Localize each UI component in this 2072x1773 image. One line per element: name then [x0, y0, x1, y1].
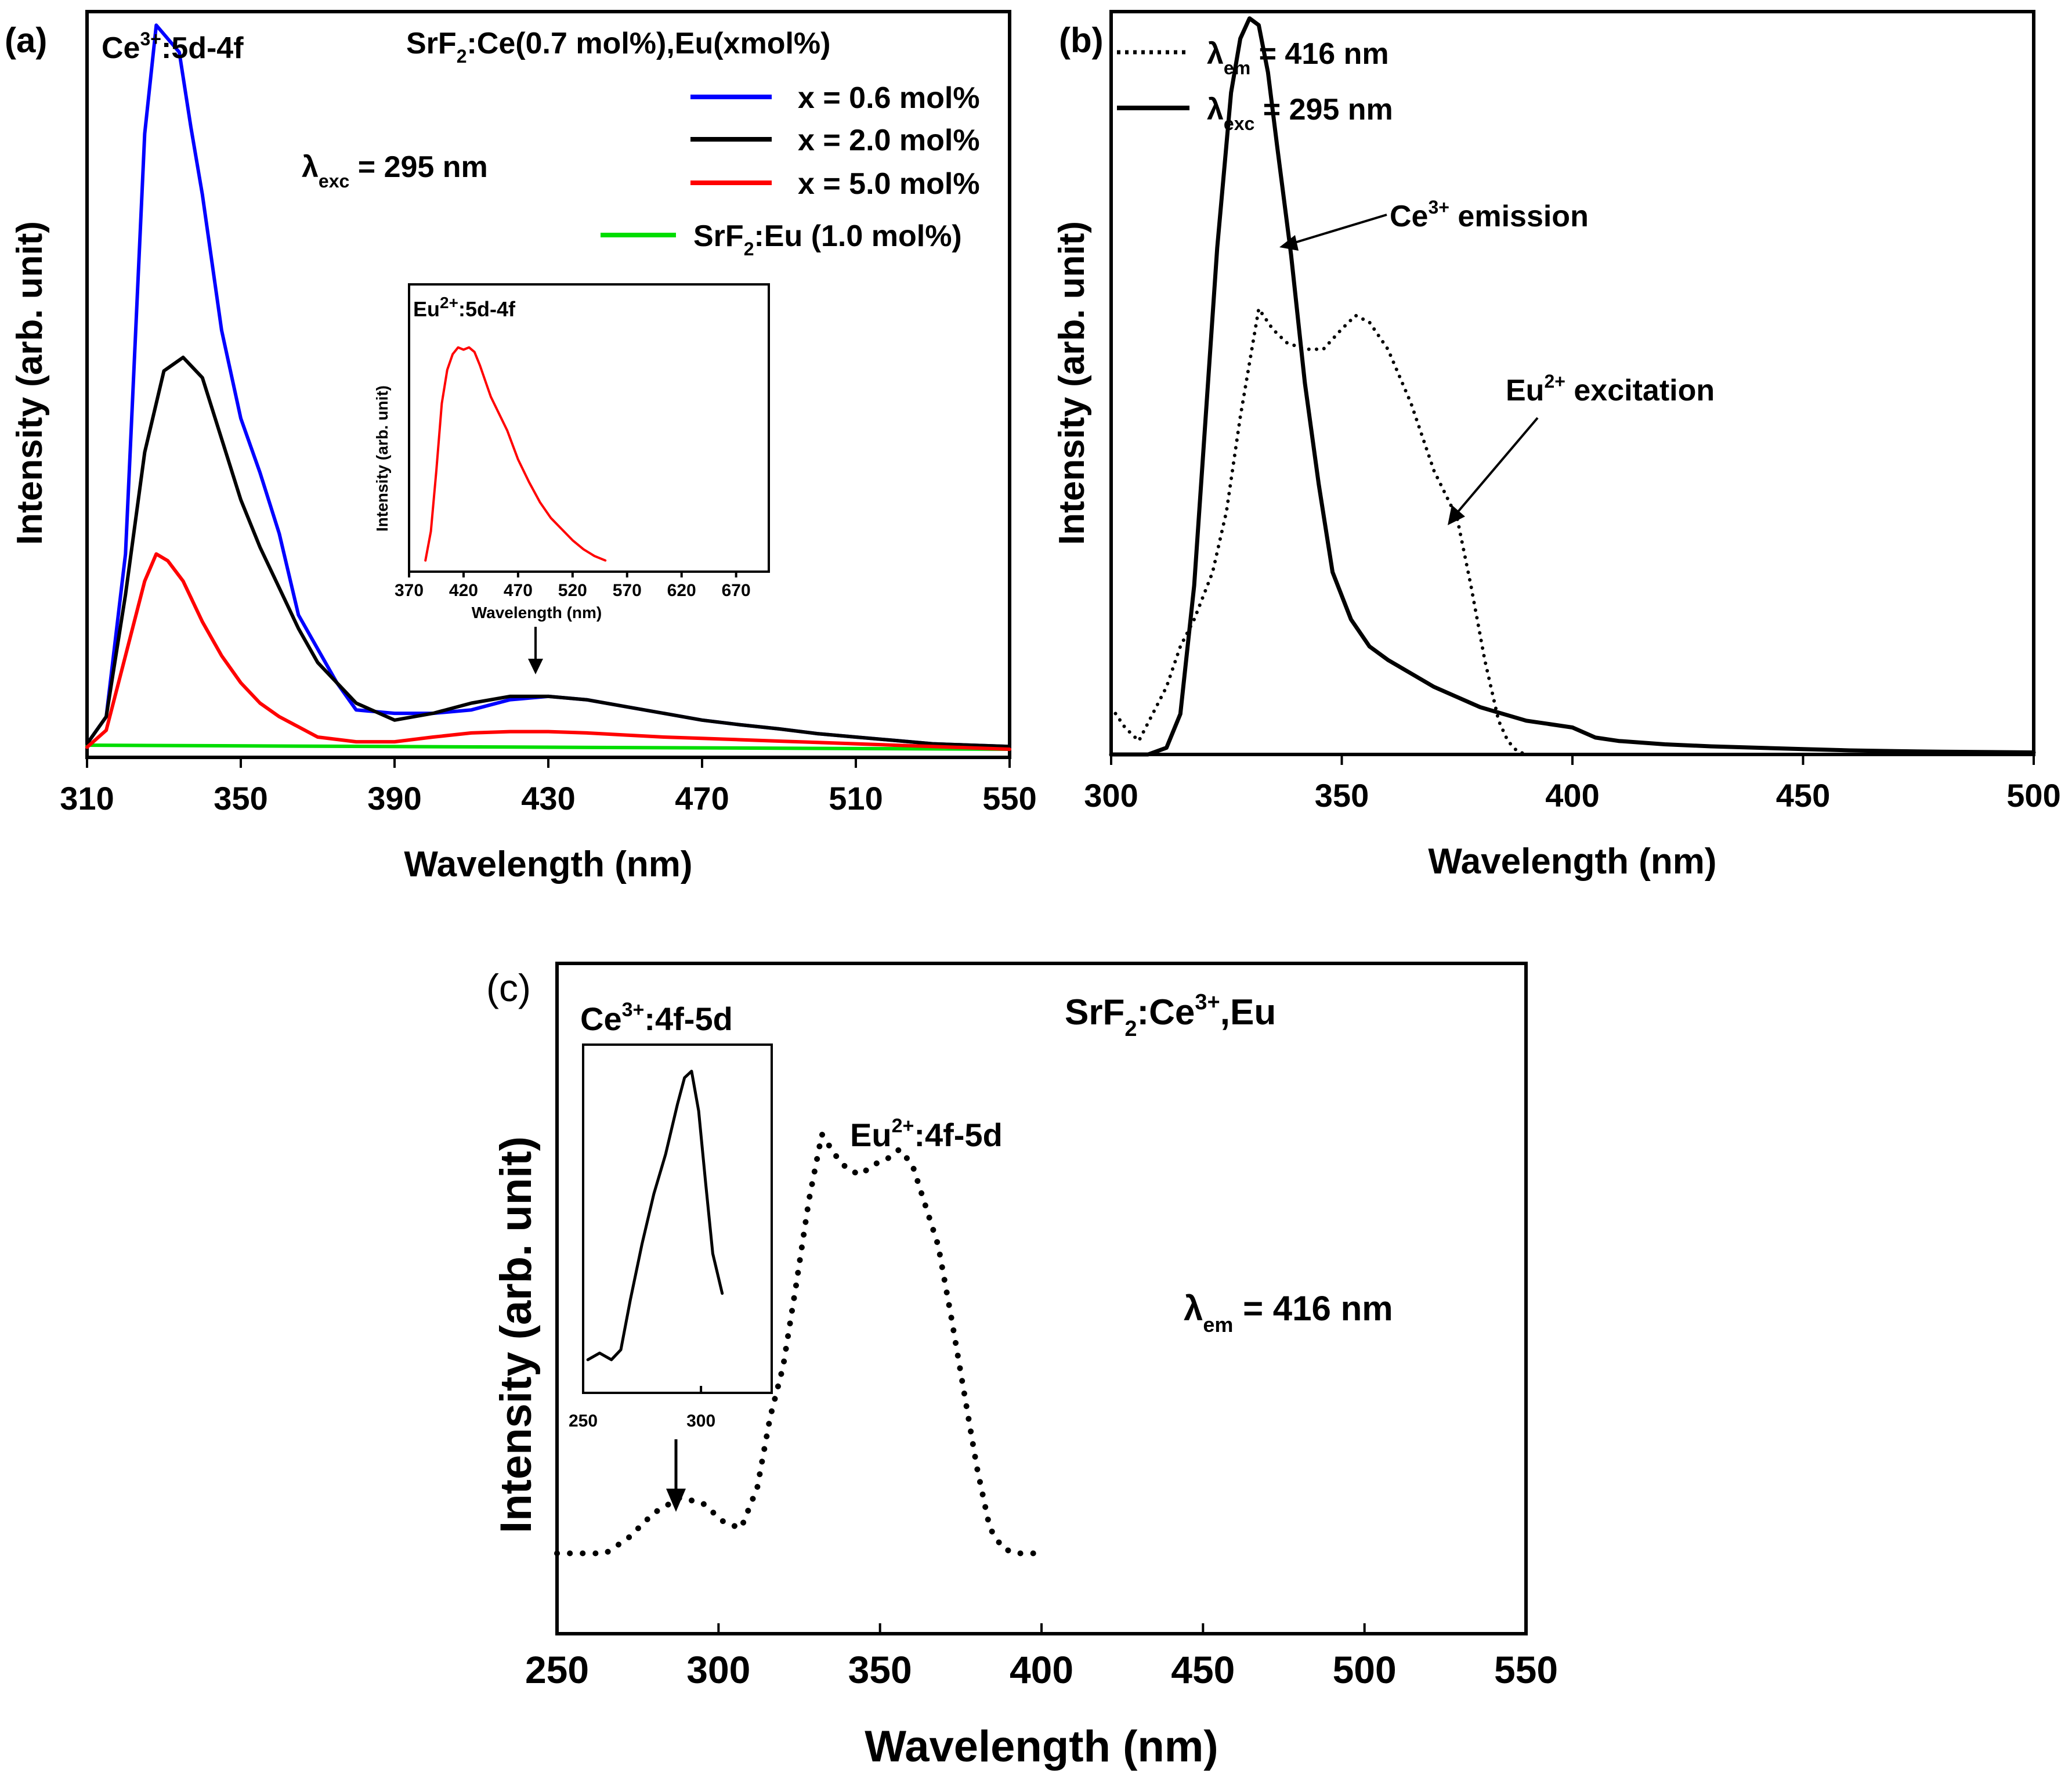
panel-c-inset-x-ticks: 250 300 [569, 1386, 715, 1431]
panel-a-inset-y-axis-title: Intensity (arb. unit) [373, 385, 391, 532]
panel-a-inset-title: Eu2+:5d-4f [413, 294, 516, 321]
panel-a-x-tick-label: 350 [214, 780, 267, 817]
panel-a-inset-x-tick-label: 520 [558, 581, 587, 600]
panel-c-inset-series-group [586, 1070, 724, 1362]
panel-c-x-tick-label: 500 [1333, 1648, 1397, 1691]
panel-b-x-tick-label: 500 [2006, 777, 2060, 814]
panel-a-inset-line [424, 346, 607, 562]
panel-a-inset-x-axis-title: Wavelength (nm) [472, 604, 602, 622]
panel-b-x-tick-label: 300 [1084, 777, 1138, 814]
panel-c-x-tick-label: 550 [1494, 1648, 1558, 1691]
panel-b-eu-arrow [1448, 417, 1539, 525]
panel-c-arrow [666, 1439, 686, 1512]
panel-a-exc-label: λexc = 295 nm [302, 150, 488, 192]
panel-a-inset: 370 420 470 520 570 620 670 Eu2+:5d-4f Wavelen… [373, 283, 770, 622]
panel-b-x-tick-label: 400 [1545, 777, 1599, 814]
panel-c-inset-x-tick-label: 250 [569, 1411, 598, 1431]
panel-a-y-axis-title: Intensity (arb. unit) [10, 221, 50, 545]
panel-a-x-ticks: 310 350 390 430 470 510 550 [60, 757, 1037, 817]
panel-c-x-tick-label: 450 [1171, 1648, 1235, 1691]
panel-c-inset: Ce3+:4f-5d 250 300 [569, 999, 773, 1431]
panel-b-x-ticks: 300 350 400 450 500 [1084, 754, 2061, 814]
panel-c-x-tick-label: 400 [1010, 1648, 1073, 1691]
panel-a-inset-x-tick-label: 420 [449, 581, 478, 600]
panel-b-ce-arrow [1279, 214, 1387, 251]
panel-a-x-axis-title: Wavelength (nm) [404, 844, 692, 884]
panel-a-inset-x-tick-label: 370 [395, 581, 424, 600]
panel-a-inset-x-tick-label: 570 [613, 581, 642, 600]
panel-c-x-tick-label: 250 [525, 1648, 589, 1691]
panel-a-label: (a) [5, 21, 47, 60]
panel-a: (a) 310 350 390 430 470 510 550 Wavelength (nm… [5, 10, 1037, 884]
panel-c-label: (c) [486, 966, 531, 1009]
panel-b-y-axis-title: Intensity (arb. unit) [1052, 221, 1092, 545]
legend-label-x50: x = 5.0 mol% [798, 167, 980, 201]
panel-a-inset-frame [408, 283, 770, 573]
panel-c-em-label: λem = 416 nm [1184, 1289, 1393, 1337]
legend-label-em: λem = 416 nm [1207, 37, 1389, 78]
legend-label-exc: λexc = 295 nm [1207, 93, 1393, 134]
panel-b-dotted-series [1109, 307, 1528, 756]
panel-b-x-tick-label: 350 [1315, 777, 1369, 814]
panel-c-x-tick-label: 300 [686, 1648, 750, 1691]
panel-b-series-group [1109, 16, 2036, 757]
panel-a-inset-x-ticks: 370 420 470 520 570 620 670 [395, 572, 751, 600]
panel-c-inset-frame [582, 1043, 773, 1394]
panel-c-inset-x-tick-label: 300 [686, 1411, 715, 1431]
panel-a-x-tick-label: 430 [521, 780, 575, 817]
panel-a-arrow [528, 627, 543, 674]
panel-a-series-line [85, 355, 1011, 749]
panel-c-title: SrF2:Ce3+,Eu [1065, 990, 1276, 1041]
panel-b-legend: λem = 416 nm λexc = 295 nm [1117, 37, 1393, 134]
panel-a-inset-x-tick-label: 670 [722, 581, 751, 600]
panel-a-series-line [85, 743, 1011, 751]
panel-c-x-ticks: 250 300 350 400 450 500 550 [525, 1623, 1558, 1691]
legend-label-x20: x = 2.0 mol% [798, 124, 980, 157]
legend-label-x06: x = 0.6 mol% [798, 81, 980, 115]
panel-b-solid-series [1109, 16, 2036, 757]
panel-b-x-tick-label: 450 [1776, 777, 1830, 814]
panel-a-legend: x = 0.6 mol% x = 2.0 mol% x = 5.0 mol% S… [601, 81, 980, 259]
panel-a-title: SrF2:Ce(0.7 mol%),Eu(xmol%) [406, 27, 830, 67]
panel-a-inset-series-group [424, 346, 607, 562]
panel-c-inset-title: Ce3+:4f-5d [580, 999, 733, 1037]
panel-a-ce-peak-label: Ce3+:5d-4f [102, 28, 244, 65]
panel-a-series-line [85, 552, 1011, 751]
panel-c-eu-label: Eu2+:4f-5d [850, 1115, 1003, 1153]
panel-c: (c) 250 300 350 400 450 500 550 Wavelength (nm… [486, 962, 1558, 1771]
panel-a-inset-x-tick-label: 620 [667, 581, 696, 600]
panel-b: (b) 300 350 400 450 500 Wavelength (nm) Inte… [1052, 10, 2061, 882]
panel-a-inset-x-tick-label: 470 [504, 581, 533, 600]
panel-b-ce-emission-label: Ce3+ emission [1390, 197, 1589, 233]
panel-c-x-axis-title: Wavelength (nm) [865, 1722, 1218, 1771]
panel-b-eu-excitation-label: Eu2+ excitation [1506, 371, 1715, 407]
panel-b-label: (b) [1059, 21, 1104, 60]
panel-a-x-tick-label: 550 [982, 780, 1036, 817]
panel-c-y-axis-title: Intensity (arb. unit) [491, 1136, 541, 1533]
panel-b-x-axis-title: Wavelength (nm) [1428, 842, 1716, 882]
panel-a-x-tick-label: 310 [60, 780, 114, 817]
legend-label-srf2-eu: SrF2:Eu (1.0 mol%) [693, 219, 962, 259]
panel-a-x-tick-label: 390 [367, 780, 421, 817]
panel-a-x-tick-label: 510 [829, 780, 883, 817]
panel-a-series-group [85, 23, 1011, 751]
panel-a-x-tick-label: 470 [675, 780, 729, 817]
panel-c-x-tick-label: 350 [848, 1648, 912, 1691]
panel-c-inset-line [586, 1070, 724, 1362]
